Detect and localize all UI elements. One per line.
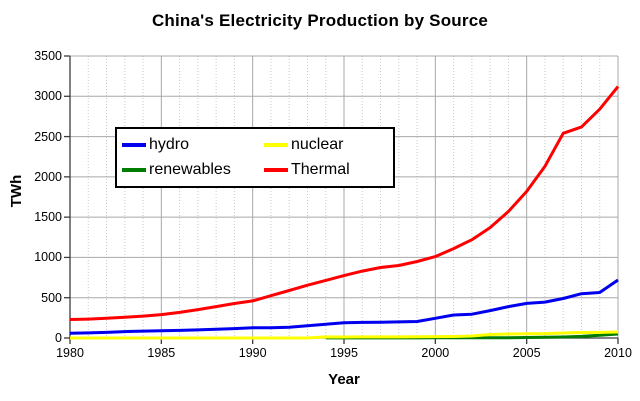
x-tick-label: 1980 xyxy=(56,346,84,360)
x-tick-label: 1995 xyxy=(330,346,358,360)
x-tick-label: 1985 xyxy=(147,346,176,360)
y-tick-label: 3000 xyxy=(34,89,62,104)
y-tick-label: 0 xyxy=(55,331,62,345)
x-tick-label: 1990 xyxy=(238,346,267,360)
legend-item-nuclear: nuclear xyxy=(264,136,389,154)
x-tick-label: 2005 xyxy=(512,346,541,360)
y-tick-label: 3500 xyxy=(34,49,62,63)
y-tick-label: 2500 xyxy=(34,129,62,144)
x-tick-label: 2000 xyxy=(421,346,450,360)
legend-label-renewables: renewables xyxy=(149,160,231,178)
x-tick-label: 2010 xyxy=(604,346,632,360)
legend-item-renewables: renewables xyxy=(122,161,264,179)
legend-item-thermal: Thermal xyxy=(264,161,389,179)
thermal-line xyxy=(69,85,620,321)
renewables-line-swatch xyxy=(122,167,146,172)
legend-label-hydro: hydro xyxy=(149,136,190,154)
legend-item-hydro: hydro xyxy=(122,136,264,154)
hydro-line-swatch xyxy=(122,143,146,148)
y-tick-label: 500 xyxy=(41,290,62,305)
hydro-line xyxy=(69,278,619,335)
nuclear-line xyxy=(70,330,619,340)
y-tick-label: 2000 xyxy=(34,169,62,184)
chart-title: China's Electricity Production by Source xyxy=(151,11,489,30)
y-tick-label: 1000 xyxy=(34,250,62,265)
nuclear-line-swatch xyxy=(264,143,288,148)
y-tick-label: 1500 xyxy=(34,210,62,225)
thermal-line-swatch xyxy=(264,167,288,172)
x-axis-label: Year xyxy=(328,371,360,388)
legend: hydro nuclear renewables Thermal xyxy=(115,127,395,188)
legend-label-thermal: Thermal xyxy=(291,160,350,178)
legend-label-nuclear: nuclear xyxy=(291,136,344,154)
